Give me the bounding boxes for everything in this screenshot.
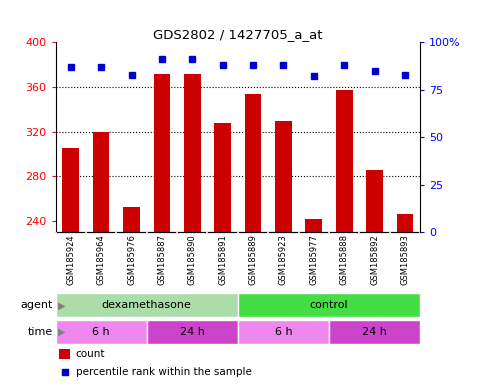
Bar bbox=[56, 320, 147, 344]
Text: GSM185893: GSM185893 bbox=[400, 234, 410, 285]
Text: GSM185923: GSM185923 bbox=[279, 234, 288, 285]
Bar bbox=[123, 207, 140, 232]
Text: GSM185889: GSM185889 bbox=[249, 234, 257, 285]
Bar bbox=[62, 149, 79, 232]
Text: GSM185887: GSM185887 bbox=[157, 234, 167, 285]
Bar bbox=[184, 74, 200, 232]
Bar bbox=[275, 121, 292, 232]
Bar bbox=[329, 320, 420, 344]
Bar bbox=[154, 74, 170, 232]
Text: GSM185964: GSM185964 bbox=[97, 234, 106, 285]
Text: GSM185891: GSM185891 bbox=[218, 234, 227, 285]
Bar bbox=[238, 293, 420, 317]
Text: 6 h: 6 h bbox=[92, 327, 110, 337]
Bar bbox=[56, 293, 238, 317]
Bar bbox=[305, 219, 322, 232]
Bar bbox=[93, 132, 110, 232]
Text: 6 h: 6 h bbox=[275, 327, 292, 337]
Text: GSM185888: GSM185888 bbox=[340, 234, 349, 285]
Text: GSM185890: GSM185890 bbox=[188, 234, 197, 285]
Text: ▶: ▶ bbox=[58, 300, 66, 310]
Title: GDS2802 / 1427705_a_at: GDS2802 / 1427705_a_at bbox=[153, 28, 323, 41]
Bar bbox=[366, 170, 383, 232]
Text: control: control bbox=[310, 300, 348, 310]
Bar bbox=[336, 90, 353, 232]
Text: GSM185892: GSM185892 bbox=[370, 234, 379, 285]
Text: dexamethasone: dexamethasone bbox=[102, 300, 192, 310]
Bar bbox=[59, 349, 70, 359]
Text: GSM185977: GSM185977 bbox=[309, 234, 318, 285]
Bar bbox=[397, 214, 413, 232]
Bar bbox=[214, 123, 231, 232]
Bar bbox=[238, 320, 329, 344]
Bar bbox=[147, 320, 238, 344]
Text: percentile rank within the sample: percentile rank within the sample bbox=[76, 366, 252, 377]
Text: 24 h: 24 h bbox=[362, 327, 387, 337]
Text: GSM185924: GSM185924 bbox=[66, 234, 75, 285]
Text: GSM185976: GSM185976 bbox=[127, 234, 136, 285]
Text: ▶: ▶ bbox=[58, 327, 66, 337]
Bar bbox=[245, 94, 261, 232]
Text: count: count bbox=[76, 349, 105, 359]
Text: agent: agent bbox=[21, 300, 53, 310]
Text: 24 h: 24 h bbox=[180, 327, 205, 337]
Text: time: time bbox=[28, 327, 53, 337]
